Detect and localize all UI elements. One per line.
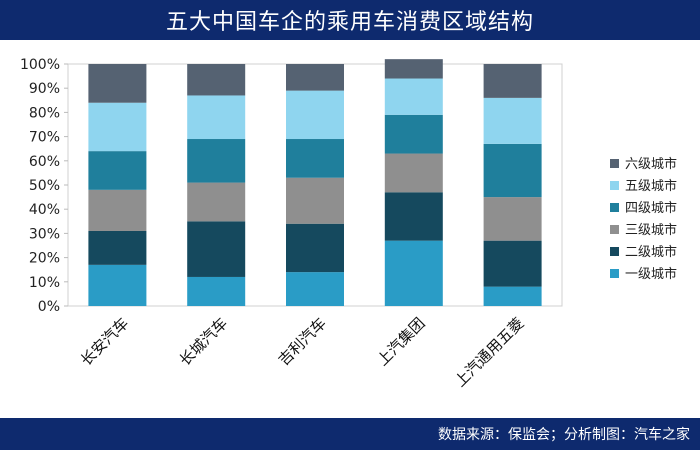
bar-segment [88,64,147,103]
legend-label: 二级城市 [625,244,677,260]
y-tick-label: 40% [29,202,60,218]
bar-segment [88,264,147,306]
bar-segment [384,78,443,115]
bar-segment [187,139,246,183]
bar-segment [483,197,542,241]
stacked-bar-chart: 0% 10% 20% 30% 40% 50% 60% 70% 80% 90% 100% 长安汽车 长城汽… [20,57,677,390]
y-tick-label: 0% [38,299,60,315]
bar-segment [384,192,443,241]
legend-label: 四级城市 [625,200,677,216]
legend-swatch [610,181,619,190]
y-tick-label: 20% [29,251,60,267]
bar-segment [286,223,344,273]
bar-segment [88,102,147,152]
legend-swatch [610,247,619,256]
y-tick-label: 30% [29,226,60,242]
legend-label: 五级城市 [625,178,677,194]
bar-segment [483,97,542,144]
footer-bar: 数据来源：保监会；分析制图：汽车之家 [0,418,700,450]
bar-segment [187,276,246,306]
y-tick-label: 70% [29,130,60,146]
x-category-label: 吉利汽车 [275,314,330,369]
bar-segment [286,64,344,91]
bar-segment [384,59,443,79]
bar-segment [88,189,147,231]
y-tick-label: 10% [29,275,60,291]
bar-segment [187,221,246,277]
bar-segment [483,286,542,306]
y-tick-label: 80% [29,105,60,121]
legend-swatch [610,203,619,212]
title-bar: 五大中国车企的乘用车消费区域结构 [0,0,700,40]
bar-segment [88,151,147,190]
bar-segment [286,139,344,178]
x-category-label: 长城汽车 [176,314,231,369]
legend-swatch [610,225,619,234]
bar-segment [384,240,443,306]
legend-label: 三级城市 [625,222,677,238]
bar-segment [187,95,246,140]
bar-segment [483,64,542,98]
legend-label: 六级城市 [625,156,677,172]
x-category-label: 长安汽车 [77,314,132,369]
legend-swatch [610,159,619,168]
bar-segment [286,272,344,306]
bar-segment [286,90,344,140]
y-tick-label: 50% [29,178,60,194]
bar-segment [483,143,542,198]
legend-label: 一级城市 [625,266,677,282]
bar-segment [88,230,147,265]
bar-segment [384,153,443,193]
x-category-label: 上汽通用五菱 [451,314,527,390]
legend-swatch [610,269,619,278]
source-note: 数据来源：保监会；分析制图：汽车之家 [438,427,690,443]
bar-segment [187,64,246,96]
bar-segment [286,177,344,224]
bar-segment [483,240,542,287]
chart-title: 五大中国车企的乘用车消费区域结构 [165,10,534,35]
bar-segment [384,114,443,154]
y-tick-label: 60% [29,154,60,170]
x-category-label: 上汽集团 [373,314,428,369]
bar-segment [187,182,246,222]
y-tick-label: 100% [20,57,60,73]
y-tick-label: 90% [29,81,60,97]
